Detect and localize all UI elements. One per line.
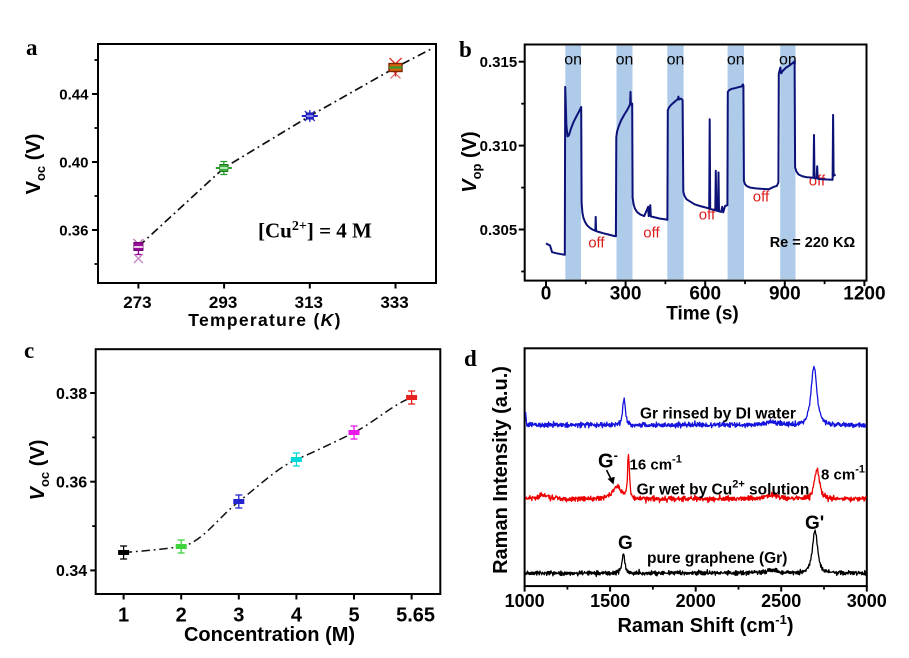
svg-text:3: 3: [233, 605, 244, 627]
svg-text:off: off: [643, 225, 660, 242]
svg-text:[Cu2+] = 4 M: [Cu2+] = 4 M: [258, 219, 372, 243]
svg-text:off: off: [699, 207, 716, 224]
svg-text:Voc (V): Voc (V): [23, 134, 48, 195]
svg-text:1000: 1000: [505, 591, 545, 611]
svg-text:on: on: [564, 52, 582, 69]
svg-text:off: off: [588, 234, 605, 251]
svg-text:b: b: [459, 37, 472, 62]
svg-text:0.36: 0.36: [56, 475, 87, 492]
svg-text:c: c: [24, 338, 34, 363]
svg-text:0: 0: [541, 284, 552, 305]
svg-text:Gr wet by Cu2+ solution: Gr wet by Cu2+ solution: [637, 479, 810, 499]
svg-text:on: on: [616, 52, 634, 69]
svg-text:pure graphene (Gr): pure graphene (Gr): [647, 550, 787, 567]
svg-text:a: a: [26, 35, 38, 60]
svg-text:293: 293: [209, 293, 237, 312]
svg-text:1500: 1500: [590, 591, 630, 611]
svg-text:5: 5: [348, 605, 359, 627]
svg-text:900: 900: [769, 284, 801, 305]
svg-text:G': G': [805, 513, 824, 534]
svg-text:16 cm-1: 16 cm-1: [630, 454, 682, 474]
svg-text:2500: 2500: [761, 591, 801, 611]
svg-text:0.315: 0.315: [480, 54, 518, 71]
svg-text:3000: 3000: [847, 591, 887, 611]
svg-text:0.310: 0.310: [480, 138, 518, 155]
svg-text:300: 300: [610, 284, 642, 305]
svg-text:1: 1: [118, 605, 129, 627]
svg-text:273: 273: [123, 293, 151, 312]
svg-text:G-: G-: [598, 448, 618, 473]
svg-text:0.305: 0.305: [480, 222, 518, 239]
svg-text:0.38: 0.38: [56, 386, 87, 403]
svg-text:8 cm-1: 8 cm-1: [821, 464, 865, 484]
svg-text:600: 600: [689, 284, 721, 305]
svg-text:0.44: 0.44: [59, 86, 89, 103]
svg-text:Gr rinsed by DI water: Gr rinsed by DI water: [640, 406, 796, 423]
svg-text:313: 313: [295, 293, 323, 312]
svg-text:5.65: 5.65: [396, 605, 435, 627]
svg-text:Temperature (K): Temperature (K): [188, 310, 341, 330]
svg-text:Vop (V): Vop (V): [459, 131, 484, 192]
svg-text:Concentration (M): Concentration (M): [184, 624, 355, 646]
svg-text:Voc (V): Voc (V): [27, 440, 52, 501]
svg-text:Re = 220 KΩ: Re = 220 KΩ: [770, 235, 856, 251]
svg-text:Raman Intensity (a.u.): Raman Intensity (a.u.): [490, 366, 512, 574]
svg-text:G: G: [618, 533, 633, 554]
svg-text:2000: 2000: [676, 591, 716, 611]
svg-text:on: on: [667, 52, 685, 69]
svg-text:off: off: [753, 189, 770, 206]
svg-text:333: 333: [380, 293, 408, 312]
svg-text:0.36: 0.36: [59, 222, 88, 239]
svg-text:Time (s): Time (s): [666, 304, 739, 325]
svg-text:1200: 1200: [843, 284, 885, 305]
svg-text:2: 2: [176, 605, 187, 627]
svg-text:0.34: 0.34: [56, 563, 87, 580]
svg-text:Raman Shift (cm-1): Raman Shift (cm-1): [617, 612, 793, 637]
svg-text:d: d: [464, 346, 477, 371]
svg-text:on: on: [727, 52, 745, 69]
svg-text:4: 4: [291, 605, 303, 627]
svg-text:0.40: 0.40: [59, 154, 88, 171]
